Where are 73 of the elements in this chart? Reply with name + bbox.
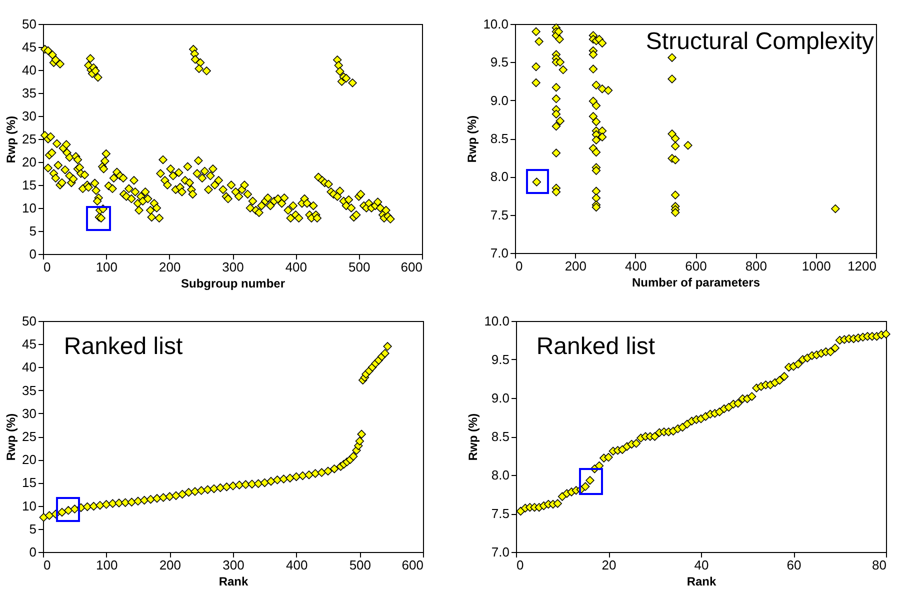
y-tick-label: 7.0 (490, 246, 508, 260)
y-tick-label: 8.0 (491, 468, 510, 482)
y-tick-label: 50 (22, 314, 36, 328)
y-tick-label: 7.0 (491, 544, 510, 560)
x-tick-label: 0 (44, 260, 51, 274)
y-tick-label: 0 (29, 246, 36, 262)
x-axis-title: Number of parameters (632, 276, 760, 290)
y-tick-label: 5 (29, 521, 36, 536)
x-tick-label: 100 (96, 260, 118, 274)
y-tick-label: 0 (29, 544, 36, 560)
x-tick-label: 100 (96, 558, 118, 572)
x-tick-label: 0 (516, 258, 523, 274)
y-axis-title: Rwp (%) (465, 115, 480, 163)
x-tick-label: 0 (516, 558, 524, 572)
x-axis-title: Rank (218, 574, 248, 588)
x-axis-title: Subgroup number (181, 276, 286, 290)
x-tick-label: 20 (602, 558, 616, 572)
y-tick-label: 20 (22, 154, 36, 170)
y-tick-label: 10.0 (483, 16, 508, 32)
y-tick-label: 9.5 (490, 54, 508, 70)
annotation: Ranked list (536, 333, 656, 360)
y-tick-label: 10.0 (484, 314, 510, 328)
y-axis-title: Rwp (%) (466, 413, 480, 461)
y-tick-label: 25 (22, 429, 36, 444)
y-tick-label: 8.5 (490, 131, 508, 146)
y-tick-label: 9.5 (491, 352, 510, 367)
x-tick-label: 400 (624, 258, 647, 274)
y-tick-label: 8.0 (490, 169, 508, 184)
y-tick-label: 35 (22, 382, 36, 398)
y-tick-label: 40 (22, 62, 36, 78)
x-tick-label: 0 (44, 558, 51, 572)
y-tick-label: 9.0 (490, 92, 508, 108)
y-tick-label: 40 (22, 360, 36, 375)
x-tick-label: 200 (159, 558, 182, 572)
y-tick-label: 50 (22, 16, 36, 32)
y-axis-title: Rwp (%) (4, 116, 18, 164)
x-tick-label: 600 (685, 258, 707, 274)
y-tick-label: 15 (22, 475, 36, 490)
x-tick-label: 400 (285, 260, 308, 274)
y-tick-label: 10 (22, 200, 36, 216)
y-tick-label: 20 (22, 452, 36, 468)
x-tick-label: 400 (286, 558, 308, 572)
y-tick-label: 25 (22, 132, 36, 146)
x-tick-label: 200 (564, 258, 587, 274)
y-tick-label: 7.5 (490, 207, 508, 222)
y-tick-label: 10 (22, 498, 36, 514)
annotation: Structural Complexity (646, 28, 874, 55)
x-tick-label: 80 (872, 558, 886, 572)
y-tick-label: 9.0 (491, 390, 510, 406)
y-tick-label: 30 (22, 406, 36, 421)
y-axis-title: Rwp (%) (4, 413, 18, 461)
x-tick-label: 600 (402, 558, 424, 572)
y-tick-label: 5 (29, 224, 36, 238)
y-tick-label: 45 (22, 40, 36, 54)
y-tick-label: 45 (22, 336, 36, 352)
x-tick-label: 1200 (848, 258, 876, 274)
y-tick-label: 7.5 (491, 506, 510, 521)
x-tick-label: 300 (222, 558, 244, 572)
x-tick-label: 40 (694, 558, 709, 572)
y-tick-label: 15 (22, 178, 36, 192)
x-tick-label: 800 (745, 258, 768, 274)
y-tick-label: 8.5 (491, 429, 510, 444)
x-tick-label: 500 (349, 558, 372, 572)
annotation: Ranked list (64, 333, 183, 360)
x-tick-label: 60 (786, 558, 802, 572)
x-axis-title: Rank (686, 574, 716, 588)
y-tick-label: 35 (22, 86, 36, 100)
x-tick-label: 600 (400, 260, 422, 274)
x-tick-label: 300 (222, 260, 244, 274)
y-tick-label: 30 (22, 108, 36, 124)
x-tick-label: 1000 (802, 258, 831, 274)
x-tick-label: 500 (348, 260, 370, 274)
x-tick-label: 200 (158, 260, 181, 274)
